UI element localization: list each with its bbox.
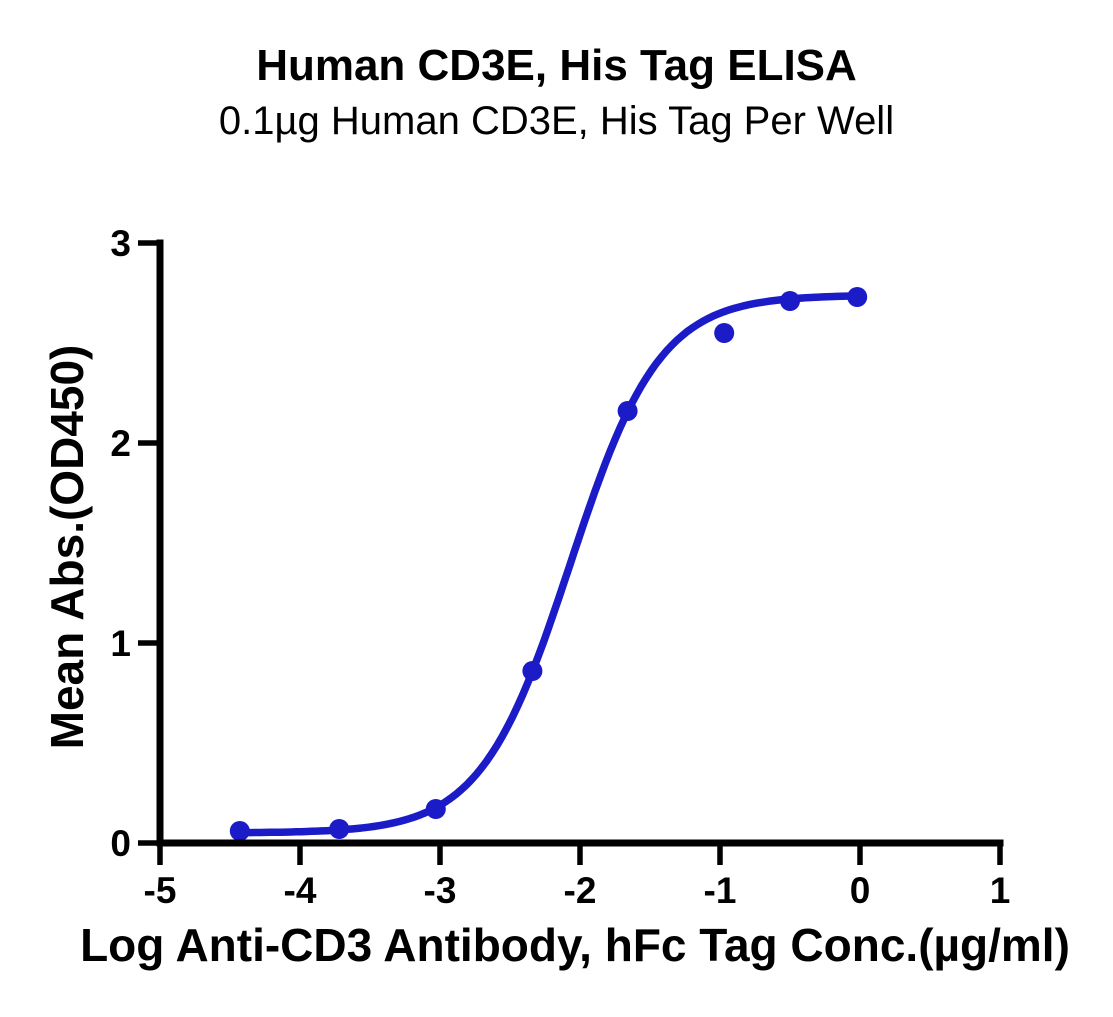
fit-curve	[236, 292, 861, 837]
y-tick-label: 1	[110, 623, 131, 664]
data-point	[329, 819, 350, 839]
x-axis-title: Log Anti-CD3 Antibody, hFc Tag Conc.(µg/…	[80, 919, 1070, 971]
data-point	[425, 799, 446, 819]
data-point	[617, 401, 638, 421]
x-tick-label: -1	[704, 870, 737, 911]
x-tick-label: 0	[850, 870, 871, 911]
data-point	[229, 821, 250, 841]
y-tick-label: 2	[110, 423, 131, 464]
x-tick-label: -5	[144, 870, 177, 911]
y-tick-label: 3	[110, 223, 131, 264]
data-point	[847, 287, 868, 307]
y-axis-title: Mean Abs.(OD450)	[41, 344, 93, 750]
y-tick-label: 0	[110, 823, 131, 864]
data-point	[714, 323, 735, 343]
x-tick-label: -2	[564, 870, 597, 911]
data-point	[522, 661, 543, 681]
x-tick-label: -3	[424, 870, 457, 911]
x-tick-label: -4	[284, 870, 317, 911]
x-tick-label: 1	[990, 870, 1011, 911]
data-point	[780, 291, 800, 311]
chart-subtitle: 0.1µg Human CD3E, His Tag Per Well	[218, 99, 895, 143]
chart-title: Human CD3E, His Tag ELISA	[256, 41, 857, 90]
